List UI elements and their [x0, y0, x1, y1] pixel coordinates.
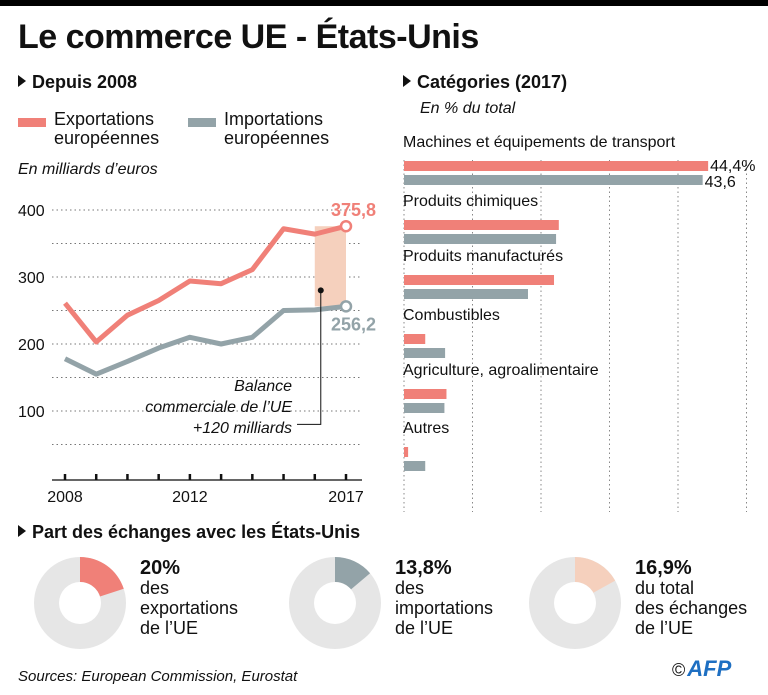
- donut-caption-line: des: [395, 578, 425, 598]
- donut-caption-line: des: [140, 578, 170, 598]
- category-label: Combustibles: [403, 307, 500, 324]
- donut-slice: [575, 557, 616, 593]
- category-label: Autres: [403, 420, 450, 437]
- y-tick-label: 300: [18, 270, 45, 287]
- donut-chart: [529, 557, 621, 649]
- donut-chart: [34, 557, 126, 649]
- donut-caption-line: des échanges: [635, 598, 748, 618]
- donut-caption: 13,8% des importations de l’UE: [395, 558, 493, 638]
- donut-caption: 20% des exportations de l’UE: [140, 558, 238, 638]
- donut-caption-line: du total: [635, 578, 695, 598]
- balance-area: [314, 226, 346, 307]
- legend-label-exports: Exportations européennes: [54, 109, 160, 148]
- annotation-leader: [297, 290, 322, 425]
- line-chart-y-ticks: 100 200 300 400: [18, 203, 45, 421]
- afp-logo: AFP: [687, 656, 732, 681]
- x-tick-label: 2012: [172, 489, 208, 506]
- triangle-icon: [18, 525, 26, 537]
- category-label: Agriculture, agroalimentaire: [403, 362, 599, 379]
- donut-caption: 16,9% du total des échanges de l’UE: [635, 558, 747, 638]
- page-title: Le commerce UE - États-Unis: [18, 18, 479, 56]
- balance-rect: [314, 226, 346, 307]
- bar-imports: [404, 175, 703, 185]
- x-tick-label: 2008: [47, 489, 83, 506]
- donut-caption-line: importations: [395, 598, 494, 618]
- line-chart: 100 200 300 400 375,8 256,2 2008 2012 2017 Bal…: [18, 200, 376, 506]
- afp-credit: ©AFP: [672, 656, 731, 682]
- x-tick-label: 2017: [328, 489, 364, 506]
- annotation-dot: [317, 287, 324, 294]
- category-label: Produits manufacturés: [403, 248, 564, 265]
- exports-end-marker: [339, 219, 353, 233]
- exports-line: [63, 223, 347, 345]
- bar-imports: [404, 461, 426, 471]
- bar-imports: [404, 348, 446, 358]
- section-history-label: Depuis 2008: [32, 72, 138, 92]
- donut-slice: [80, 557, 124, 597]
- line-chart-series: 375,8 256,2: [63, 200, 376, 377]
- donut-hole: [554, 582, 596, 624]
- legend-swatch-imports: [188, 118, 216, 127]
- category-label: Produits chimiques: [403, 193, 539, 210]
- section-categories-heading: Catégories (2017): [403, 72, 567, 93]
- unit-categories: En % du total: [420, 100, 516, 117]
- imports-end-marker: [339, 300, 353, 313]
- donut-percent: 20%: [140, 557, 181, 579]
- copyright-symbol: ©: [672, 660, 686, 680]
- annotation-text: Balance: [234, 378, 292, 395]
- donut-caption-line: de l’UE: [395, 618, 454, 638]
- category-label: Machines et équipements de transport: [403, 134, 676, 151]
- donut-caption-line: de l’UE: [635, 618, 694, 638]
- balance-annotation: Balance commerciale de l’UE +120 milliards: [145, 287, 324, 437]
- donut-caption-line: exportations: [140, 598, 239, 618]
- donut-hole: [59, 582, 101, 624]
- y-tick-label: 100: [18, 404, 45, 421]
- donut-hole: [314, 582, 356, 624]
- section-history-heading: Depuis 2008: [18, 72, 137, 93]
- y-tick-label: 200: [18, 337, 45, 354]
- donut-slice: [335, 557, 371, 590]
- legend-label-imports: Importations européennes: [224, 109, 330, 148]
- y-tick-label: 400: [18, 203, 45, 220]
- imports-end-label: 256,2: [331, 314, 376, 334]
- bar-exports: [404, 161, 709, 171]
- bar-exports: [404, 334, 426, 344]
- bar-exports: [404, 275, 555, 285]
- source-note: Sources: European Commission, Eurostat: [18, 668, 298, 685]
- donut-percent: 13,8%: [395, 557, 452, 579]
- bar-data-label: 44,4%: [710, 158, 755, 175]
- top-bar: [0, 0, 768, 6]
- bar-exports: [404, 220, 559, 230]
- bar-exports: [404, 389, 447, 399]
- legend-swatch-exports: [18, 118, 46, 127]
- triangle-icon: [18, 75, 26, 87]
- donut-percent: 16,9%: [635, 557, 692, 579]
- line-chart-x-axis: 2008 2012 2017: [47, 474, 364, 506]
- donut-caption-line: de l’UE: [140, 618, 199, 638]
- annotation-text: commerciale de l’UE: [145, 399, 292, 416]
- donut-chart: [289, 557, 381, 649]
- bar-imports: [404, 403, 445, 413]
- exports-end-label: 375,8: [331, 200, 376, 220]
- section-categories-label: Catégories (2017): [417, 72, 568, 92]
- bar-imports: [404, 289, 528, 299]
- bar-imports: [404, 234, 557, 244]
- bar-data-label: 43,6: [705, 174, 736, 191]
- bar-exports: [404, 447, 409, 457]
- unit-history: En milliards d’euros: [18, 161, 158, 178]
- section-share-heading: Part des échanges avec les États-Unis: [18, 522, 360, 543]
- imports-line: [63, 303, 347, 377]
- section-share-label: Part des échanges avec les États-Unis: [32, 522, 361, 542]
- annotation-text: +120 milliards: [193, 420, 292, 437]
- triangle-icon: [403, 75, 411, 87]
